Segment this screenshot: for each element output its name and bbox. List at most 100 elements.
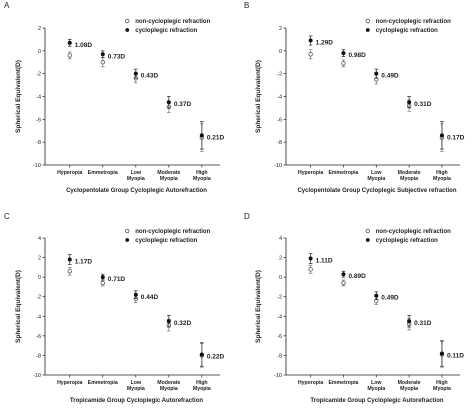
difference-label: 0.98D <box>348 52 366 59</box>
data-point-non-cycloplegic <box>341 280 346 286</box>
y-tick-label: -6 <box>277 334 282 340</box>
x-category-label: Emmetropia <box>88 170 118 176</box>
x-category-label-line: Hyperopia <box>57 170 82 176</box>
difference-label: 1.29D <box>316 40 334 47</box>
data-point-cycloplegic <box>199 133 204 138</box>
y-tick-label: -2 <box>277 72 282 78</box>
data-point-non-cycloplegic <box>100 60 105 65</box>
data-point-cycloplegic <box>374 293 379 298</box>
data-point-cycloplegic <box>67 257 72 262</box>
x-category-label-line: Myopia <box>433 176 451 182</box>
x-category-label-line: Myopia <box>400 176 418 182</box>
x-category-label: High Myopia <box>193 380 211 392</box>
x-axis-label: Cyclopentolate Group Cycloplegic Autoref… <box>66 188 207 194</box>
y-tick-label: -4 <box>277 314 282 320</box>
data-point-cycloplegic <box>407 100 412 105</box>
y-tick-label: 2 <box>279 256 282 262</box>
panel-letter: A <box>4 1 10 10</box>
y-tick-label: -8 <box>277 353 282 359</box>
difference-label: 0.89D <box>348 273 366 280</box>
legend-label: non-cycloplegic refraction <box>135 19 210 25</box>
data-point-non-cycloplegic <box>67 269 72 274</box>
difference-label: 0.49D <box>381 295 399 302</box>
difference-label: 0.37D <box>174 101 192 108</box>
x-category-label-line: Myopia <box>160 386 178 392</box>
x-category-label-line: Emmetropia <box>328 170 358 176</box>
x-category-label-line: Myopia <box>400 386 418 392</box>
y-tick-label: 0 <box>279 49 282 55</box>
x-category-label-line: Hyperopia <box>57 380 82 386</box>
x-category-label-line: Low <box>131 380 142 386</box>
x-category-label: Emmetropia <box>328 380 358 386</box>
y-tick-label: 2 <box>279 26 282 32</box>
y-tick-label: -2 <box>36 295 41 301</box>
x-category-label: Emmetropia <box>88 380 118 386</box>
legend-marker-open <box>125 18 130 24</box>
x-category-label-line: Moderate <box>157 170 180 176</box>
legend-marker-open <box>365 228 370 234</box>
x-category-label: Emmetropia <box>328 170 358 176</box>
data-point-cycloplegic <box>133 292 138 297</box>
x-category-label: Low Myopia <box>127 380 145 392</box>
y-axis-label: Spherical Equivalent(D) <box>15 270 22 343</box>
y-tick-label: -2 <box>36 72 41 78</box>
chart-panel-c: C 4 2 0 -2 -4 -6 -8 -10 Spherical Equivalent(D) Hy… <box>4 212 224 404</box>
data-point-non-cycloplegic <box>308 267 313 272</box>
difference-label: 0.11D <box>447 352 464 359</box>
x-axis-label: Tropicamide Group Cycloplegic Autorefrac… <box>70 398 203 404</box>
x-category-label-line: High <box>196 380 208 386</box>
difference-label: 0.43D <box>141 73 159 80</box>
x-category-label-line: Myopia <box>127 176 145 182</box>
x-axis-label: Tropicamide Group Cycloplegic Autorefrac… <box>310 398 443 404</box>
x-category-label-line: Moderate <box>157 380 180 386</box>
y-tick-label: 4 <box>279 236 282 242</box>
y-tick-label: -8 <box>277 140 282 146</box>
difference-label: 1.17D <box>75 259 93 266</box>
x-category-label: Low Myopia <box>367 380 385 392</box>
x-category-label: Hyperopia <box>57 380 82 386</box>
data-point-cycloplegic <box>308 256 313 261</box>
x-category-label: High Myopia <box>433 170 451 182</box>
legend-label: non-cycloplegic refraction <box>135 229 210 235</box>
difference-label: 1.11D <box>316 258 333 265</box>
legend-label: cycloplegic refraction <box>376 238 438 244</box>
x-category-label: High Myopia <box>433 380 451 392</box>
y-tick-label: -10 <box>274 373 282 379</box>
data-point-non-cycloplegic <box>100 280 105 286</box>
x-category-label: Moderate Myopia <box>157 170 180 182</box>
chart-panel-a: A 2 0 -2 -4 -6 -8 -10 Spherical Equivalent(D) Hyp… <box>4 1 224 194</box>
difference-label: 0.31D <box>414 320 432 327</box>
data-point-cycloplegic <box>374 71 379 76</box>
difference-label: 0.49D <box>381 73 399 80</box>
data-point-cycloplegic <box>308 38 313 43</box>
difference-label: 0.71D <box>108 276 126 283</box>
difference-label: 0.22D <box>207 353 225 360</box>
y-tick-label: -8 <box>36 140 41 146</box>
x-category-label-line: Myopia <box>433 386 451 392</box>
y-tick-label: 0 <box>38 275 41 281</box>
x-category-label-line: Moderate <box>398 170 421 176</box>
y-tick-label: -4 <box>36 95 41 101</box>
x-category-label-line: Myopia <box>367 176 385 182</box>
difference-label: 0.21D <box>207 134 225 141</box>
x-category-label-line: High <box>436 170 448 176</box>
x-category-label-line: Emmetropia <box>328 380 358 386</box>
x-category-label-line: Myopia <box>193 176 211 182</box>
panel-letter: D <box>244 212 250 221</box>
legend-label: non-cycloplegic refraction <box>376 229 451 235</box>
data-point-cycloplegic <box>166 319 171 324</box>
x-category-label: Moderate Myopia <box>398 170 421 182</box>
y-tick-label: 2 <box>38 26 41 32</box>
x-category-label-line: Myopia <box>367 386 385 392</box>
x-category-label: Hyperopia <box>298 170 323 176</box>
y-tick-label: 0 <box>38 49 41 55</box>
x-category-label-line: High <box>436 380 448 386</box>
legend-marker-filled <box>125 28 130 32</box>
difference-label: 0.31D <box>414 101 432 108</box>
y-tick-label: -6 <box>36 117 41 123</box>
x-category-label: Hyperopia <box>298 380 323 386</box>
x-category-label: Moderate Myopia <box>398 380 421 392</box>
panel-letter: B <box>244 1 249 10</box>
data-point-cycloplegic <box>100 275 105 280</box>
